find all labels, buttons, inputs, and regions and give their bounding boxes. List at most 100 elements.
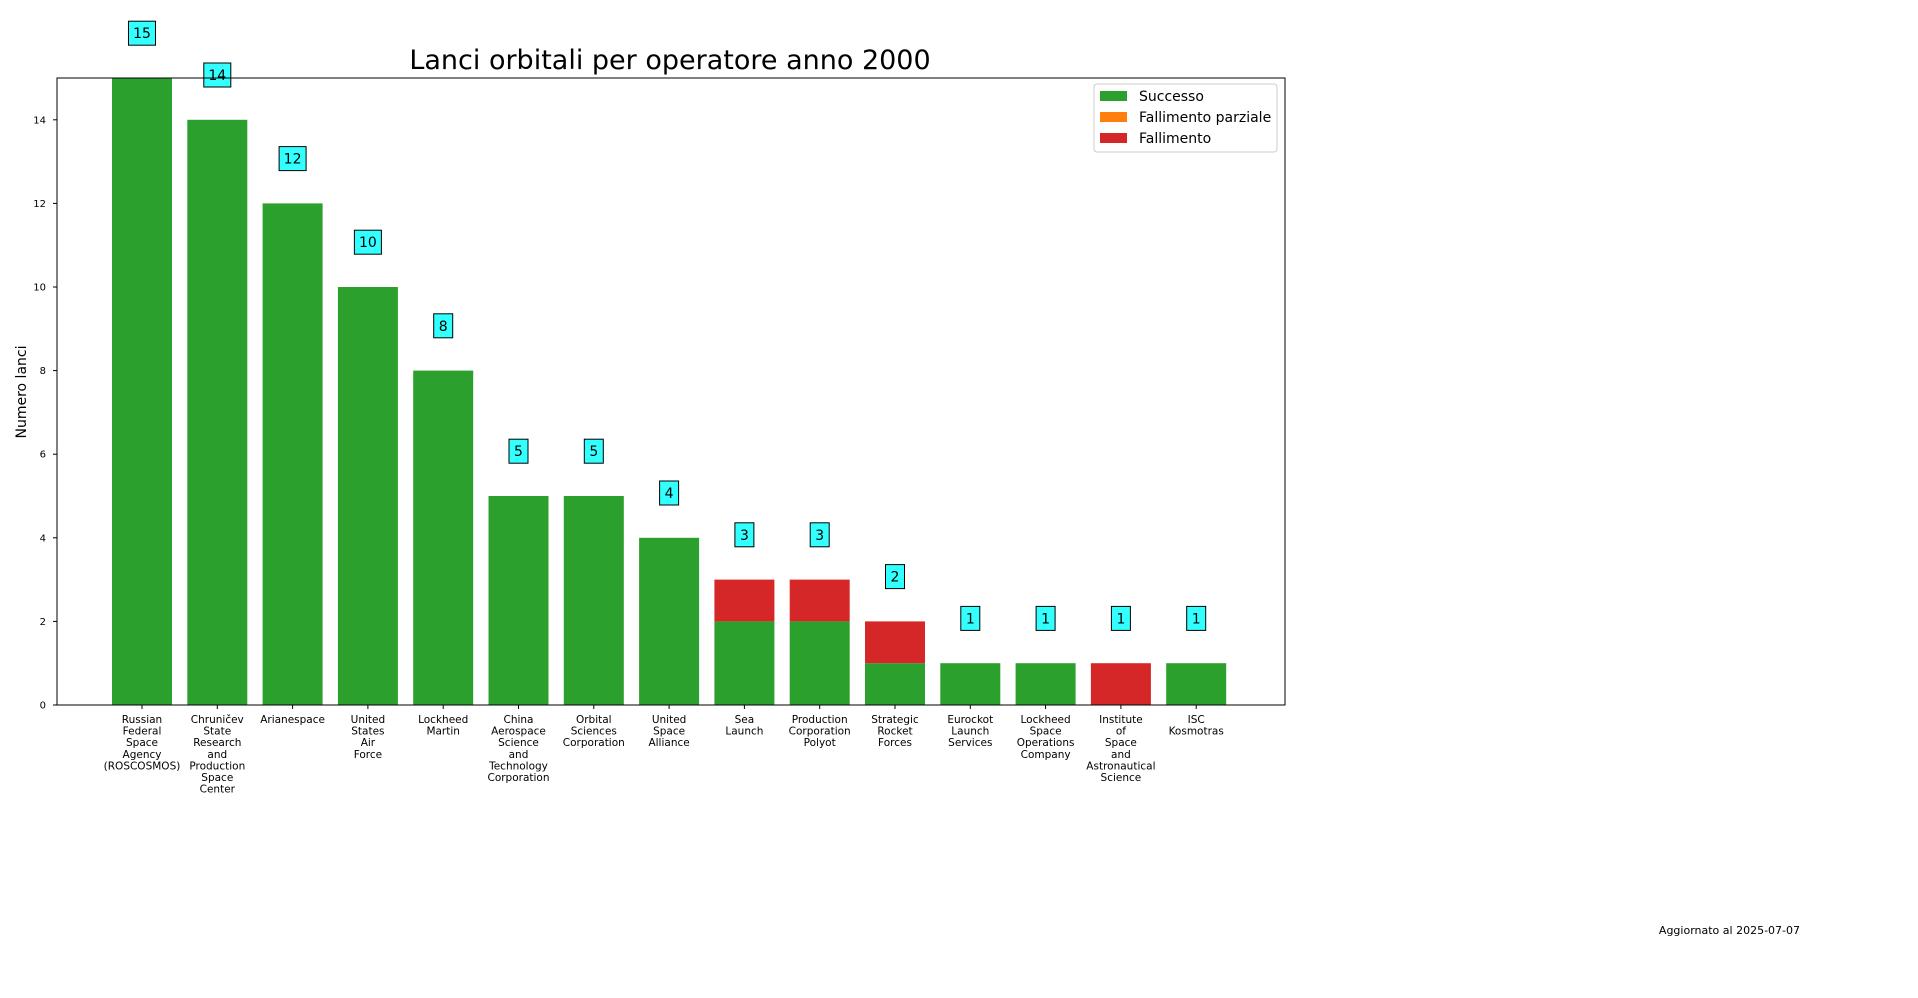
total-label-text: 10 <box>359 235 377 251</box>
total-label-text: 3 <box>740 528 749 544</box>
total-label: 3 <box>809 522 830 548</box>
bar-segment-fallimento <box>789 579 850 622</box>
legend-swatch <box>1100 133 1127 143</box>
y-tick-label: 10 <box>33 283 46 294</box>
x-tick-label: Orbital Sciences Corporation <box>563 714 625 749</box>
footnote: Aggiornato al 2025-07-07 <box>1659 924 1800 937</box>
y-tick-label: 4 <box>40 533 46 544</box>
total-label-box <box>278 146 307 172</box>
bar-segment-successo <box>413 370 474 705</box>
total-label-box <box>1110 605 1131 631</box>
total-label-box <box>353 229 382 255</box>
legend: Successo Fallimento parziale Fallimento <box>1093 83 1278 153</box>
total-label-text: 8 <box>439 319 448 335</box>
x-tick-label: China Aerospace Science and Technology Corpor… <box>487 714 549 784</box>
total-label-box <box>1035 605 1056 631</box>
legend-items: Successo Fallimento parziale Fallimento <box>1100 89 1271 147</box>
bar-segment-successo <box>1015 663 1076 705</box>
total-label-text: 5 <box>589 444 598 460</box>
y-tick-label: 2 <box>40 617 46 628</box>
plot-frame <box>56 77 1286 706</box>
total-labels-layer: 15 14 12 10 8 5 5 4 3 3 2 1 1 1 1 <box>128 20 1207 631</box>
total-label: 1 <box>960 605 981 631</box>
total-label: 5 <box>583 438 604 464</box>
total-label-text: 14 <box>208 68 226 84</box>
bar-segment-fallimento <box>714 579 775 622</box>
y-axis-ticks: 0 2 4 6 8 10 12 14 <box>33 115 57 712</box>
total-label-box <box>508 438 529 464</box>
bar-segment-fallimento <box>865 621 925 664</box>
x-tick-label: Strategic Rocket Forces <box>871 714 919 749</box>
legend-label: Successo <box>1139 89 1204 105</box>
total-label: 15 <box>128 20 156 46</box>
legend-label: Fallimento parziale <box>1139 110 1271 126</box>
y-tick-label: 6 <box>40 450 46 461</box>
x-tick-label: Russian Federal Space Agency (ROSCOSMOS) <box>104 714 181 772</box>
chart-title: Lanci orbitali per operatore anno 2000 <box>409 45 930 76</box>
bar-segment-successo <box>714 621 775 705</box>
total-label: 4 <box>659 480 680 506</box>
total-label-text: 5 <box>514 444 523 460</box>
bar-segment-successo <box>789 621 850 705</box>
x-tick-label: Sea Launch <box>725 714 763 738</box>
total-label-box <box>1186 605 1207 631</box>
total-label-text: 1 <box>1041 611 1050 627</box>
x-tick-label: Eurockot Launch Services <box>947 714 993 749</box>
bar-segment-successo <box>865 663 925 705</box>
total-label-text: 2 <box>891 570 900 586</box>
x-tick-label: Lockheed Martin <box>418 714 468 738</box>
total-label: 10 <box>353 229 382 255</box>
y-tick-label: 14 <box>33 115 46 126</box>
total-label-text: 1 <box>1192 611 1201 627</box>
y-axis-label: Numero lanci <box>14 346 30 439</box>
total-label: 1 <box>1186 605 1207 631</box>
bar-segment-fallimento <box>1090 663 1151 705</box>
x-tick-label: Lockheed Space Operations Company <box>1017 714 1075 761</box>
legend-item: Fallimento <box>1100 131 1211 147</box>
total-label-box <box>809 522 830 548</box>
x-tick-label: United States Air Force <box>351 714 386 761</box>
bar-segment-successo <box>187 119 248 706</box>
total-label-text: 3 <box>815 528 824 544</box>
total-label-box <box>583 438 604 464</box>
total-label-text: 1 <box>966 611 975 627</box>
total-label: 1 <box>1035 605 1056 631</box>
total-label-text: 15 <box>133 26 151 42</box>
bar-segment-successo <box>1166 663 1227 705</box>
total-label-box <box>433 313 454 339</box>
total-label-text: 1 <box>1116 611 1125 627</box>
y-tick-label: 8 <box>40 366 46 377</box>
total-label: 5 <box>508 438 529 464</box>
x-axis-ticks: Russian Federal Space Agency (ROSCOSMOS)Chru… <box>104 705 1224 796</box>
total-label: 14 <box>203 62 232 88</box>
x-tick-label: United Space Alliance <box>648 714 689 749</box>
total-label-box <box>734 522 755 548</box>
total-label: 12 <box>278 146 307 172</box>
total-label-text: 12 <box>284 152 302 168</box>
total-label-box <box>960 605 981 631</box>
total-label: 2 <box>885 564 905 590</box>
total-label: 3 <box>734 522 755 548</box>
legend-item: Successo <box>1100 89 1204 105</box>
total-label-box <box>659 480 680 506</box>
y-tick-label: 12 <box>33 199 46 210</box>
x-tick-label: ISC Kosmotras <box>1169 714 1224 738</box>
legend-swatch <box>1100 112 1127 122</box>
y-tick-label: 0 <box>40 701 46 712</box>
bar-segment-successo <box>639 537 700 705</box>
bar-segment-successo <box>488 496 549 705</box>
bar-segment-successo <box>940 663 1001 705</box>
x-tick-label: Chruničev State Research and Production Space… <box>189 714 245 796</box>
bar-segment-successo <box>337 287 398 705</box>
legend-swatch <box>1100 91 1127 101</box>
total-label-box <box>128 20 156 46</box>
total-label-box <box>885 564 905 590</box>
legend-item: Fallimento parziale <box>1100 110 1271 126</box>
bar-segment-successo <box>262 203 323 705</box>
bars-layer <box>112 78 1227 706</box>
x-tick-label: Arianespace <box>260 714 325 726</box>
total-label-box <box>203 62 232 88</box>
total-label: 8 <box>433 313 454 339</box>
total-label-text: 4 <box>665 486 674 502</box>
